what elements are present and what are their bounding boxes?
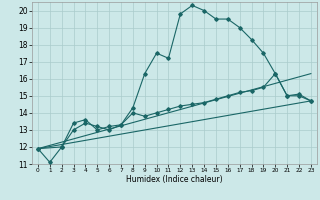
X-axis label: Humidex (Indice chaleur): Humidex (Indice chaleur) [126,175,223,184]
